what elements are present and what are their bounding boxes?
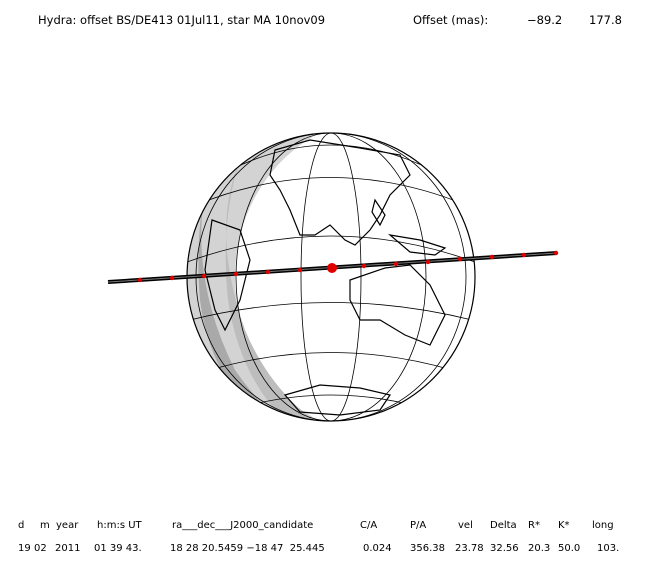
offset-value: −89.2 xyxy=(527,13,562,27)
cell: 2011 xyxy=(55,543,80,554)
cell: 01 39 43. xyxy=(94,543,142,554)
column-header: R* xyxy=(528,520,540,531)
column-header: m xyxy=(40,520,50,531)
column-header: d xyxy=(18,520,24,531)
cell: 50.0 xyxy=(558,543,580,554)
column-header: Delta xyxy=(490,520,517,531)
column-header: ra___dec___J2000_candidate xyxy=(172,520,313,531)
cell: 23.78 xyxy=(455,543,484,554)
cell: 19 xyxy=(18,543,31,554)
offset-value: 177.8 xyxy=(589,13,622,27)
column-header: K* xyxy=(558,520,570,531)
globe xyxy=(187,133,475,421)
column-header: long xyxy=(592,520,614,531)
column-header: C/A xyxy=(360,520,377,531)
column-header: vel xyxy=(458,520,473,531)
cell: 0.024 xyxy=(363,543,392,554)
column-header: h:m:s UT xyxy=(97,520,143,531)
cell: 20.3 xyxy=(528,543,550,554)
column-header: P/A xyxy=(410,520,426,531)
cell: 32.56 xyxy=(490,543,519,554)
column-header: year xyxy=(56,520,79,531)
cell: 02 xyxy=(34,543,47,554)
offset-label: Offset (mas): xyxy=(413,13,488,27)
title: Hydra: offset BS/DE413 01Jul11, star MA … xyxy=(38,13,325,27)
cell: 356.38 xyxy=(410,543,445,554)
table-header: d m year h:m:s UT ra___dec___J2000_candi… xyxy=(18,520,614,531)
cell: 18 28 20.5459 −18 47 25.445 xyxy=(170,543,325,554)
cell: 103. xyxy=(597,543,619,554)
table-row: 19 02 2011 01 39 43. 18 28 20.5459 −18 4… xyxy=(18,543,619,554)
shadow-track xyxy=(107,250,559,284)
